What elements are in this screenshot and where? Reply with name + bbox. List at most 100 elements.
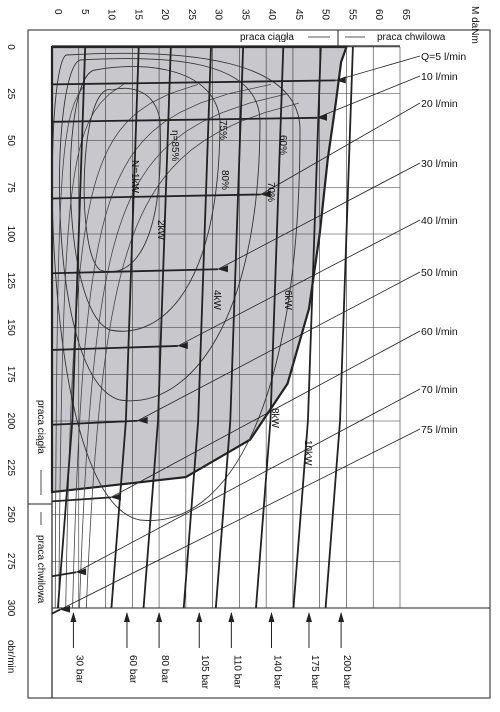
rpm-tick-label-125: 125 [5,272,16,289]
efficiency-loop-0 [83,87,161,273]
flow-arrow-7 [76,568,87,576]
pressure-arrow-4 [228,612,235,622]
flow-label-2: 20 l/min [421,98,458,110]
flow-arrow-1 [317,113,328,121]
pressure-line-0 [56,46,87,609]
pressure-line-4 [214,46,245,609]
flow-label-3: 30 l/min [421,158,458,170]
pressure-arrow-3 [196,612,203,622]
flow-line-7 [51,571,77,578]
flow-label-7: 70 l/min [421,384,458,396]
rpm-tick-label-275: 275 [5,553,16,570]
torque-tick-label-55: 55 [346,9,357,21]
torque-tick-label-45: 45 [293,9,304,21]
torque-tick-label-30: 30 [213,9,224,21]
pressure-label-7: 200 bar [341,655,352,690]
power-curve-6kw [72,84,272,609]
flow-line-3 [51,268,218,275]
power-curve-1kw [54,84,86,609]
flow-arrow-4 [177,341,188,349]
pressure-lines [56,46,354,648]
rpm-tick-label-50: 50 [5,135,16,147]
torque-tick-label-20: 20 [159,9,170,21]
pressure-line-6 [292,46,322,609]
annotations: N=1kW 2kW 4kW 6kW 8kW 10kW η=85% 75% 80% 70% 60% 30… [73,51,466,690]
pressure-line-2 [142,46,172,609]
rpm-axis-label: obr/min [5,640,16,673]
flow-leader-6 [110,330,421,498]
flow-line-4 [51,345,178,351]
flow-leader-0 [335,55,421,81]
torque-tick-label-65: 65 [400,9,411,21]
torque-tick-label-0: 0 [52,9,63,15]
efficiency-label-2: 80% [219,170,230,190]
flow-label-8: 75 l/min [421,424,458,436]
rpm-tick-label-175: 175 [5,366,16,383]
flow-arrow-8 [60,605,71,613]
intermittent-label-top: praca chwilowa [377,32,446,43]
pressure-arrow-5 [268,612,275,622]
outer-frame [27,29,491,699]
flow-line-5 [51,419,138,426]
flow-line-6 [51,496,111,503]
flow-line-1 [51,116,318,123]
axes: 0 5 10 15 20 25 30 35 40 45 50 55 60 65 0 25 50 75 100 125 1… [5,6,491,699]
power-label-6kw: 6kW [282,290,293,311]
torque-tick-label-40: 40 [266,9,277,21]
efficiency-loop-2 [59,58,261,402]
efficiency-label-1: 75% [217,120,228,140]
efficiency-label-3: 70% [265,182,276,202]
power-curve-8kw [79,93,288,609]
flow-leader-7 [75,388,421,573]
torque-axis-label: M daNm [469,6,480,44]
rpm-tick-label-150: 150 [5,319,16,336]
power-label-8kw: 8kW [269,408,280,429]
flow-label-6: 60 l/min [421,326,458,338]
rpm-tick-label-75: 75 [5,182,16,194]
torque-tick-label-10: 10 [106,9,117,21]
pressure-arrow-6 [305,612,312,622]
pressure-line-7 [324,46,354,609]
pressure-label-5: 140 bar [272,655,283,690]
flow-lines [51,55,421,615]
pressure-label-0: 30 bar [73,655,84,684]
flow-arrow-5 [137,416,148,424]
pressure-line-5 [255,46,285,609]
rpm-tick-label-250: 250 [5,506,16,523]
torque-tick-label-35: 35 [239,9,250,21]
pressure-label-3: 105 bar [199,655,210,690]
power-curve-4kw [65,84,199,609]
flow-label-4: 40 l/min [421,215,458,227]
flow-label-0: Q=5 l/min [421,51,466,63]
flow-label-5: 50 l/min [421,267,458,279]
rpm-tick-label-300: 300 [5,600,16,617]
flow-leader-3 [217,162,421,270]
flow-leader-4 [177,219,421,347]
flow-label-1: 10 l/min [421,71,458,83]
flow-line-2 [51,193,261,200]
pressure-label-4: 110 bar [231,655,242,689]
power-label-1kw: N=1kW [129,160,140,194]
flow-arrow-3 [217,265,228,273]
flow-leader-1 [316,75,421,119]
power-label-4kw: 4kW [211,290,222,311]
efficiency-label-4: 60% [277,135,288,155]
efficiency-curves [51,52,301,521]
pressure-arrow-2 [156,612,163,622]
torque-tick-label-5: 5 [79,9,90,15]
flow-line-8 [51,608,61,615]
pressure-arrow-1 [123,612,130,622]
intermittent-label-left: praca chwilowa [35,535,46,604]
power-curve-10kw [85,102,299,609]
flow-arrow-6 [110,493,121,501]
torque-tick-label-60: 60 [373,9,384,21]
flow-line-0 [51,79,336,86]
continuous-label-left: praca ciągła [35,400,46,454]
flow-arrow-0 [335,76,346,84]
pressure-arrow-0 [70,612,77,622]
rpm-tick-label-200: 200 [5,413,16,430]
pressure-arrow-7 [338,612,345,622]
torque-tick-label-25: 25 [186,9,197,21]
efficiency-loop-3 [51,52,301,521]
